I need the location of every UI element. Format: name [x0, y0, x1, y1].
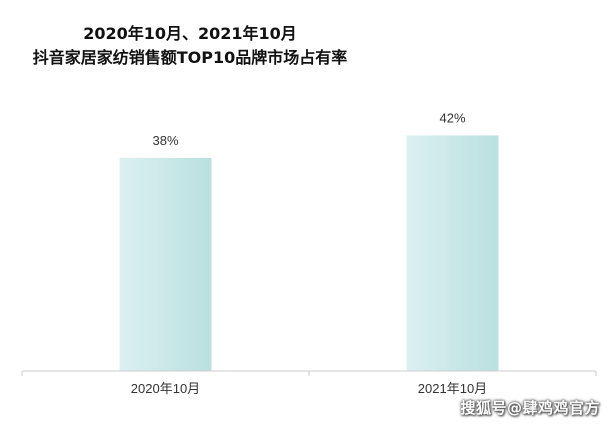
x-tick-label-2: 2021年10月 [418, 381, 487, 396]
chart-title: 2020年10月、2021年10月 [83, 24, 297, 43]
bar-2 [406, 135, 499, 371]
data-label-1: 38% [152, 133, 178, 148]
data-label-2: 42% [439, 110, 465, 125]
watermark: 搜狐号@肆鸡鸡官方 [460, 399, 600, 417]
bar-1 [119, 157, 212, 371]
chart-subtitle: 抖音家居家纺销售额TOP10品牌市场占有率 [32, 48, 348, 67]
x-tick-label-1: 2020年10月 [131, 381, 200, 396]
